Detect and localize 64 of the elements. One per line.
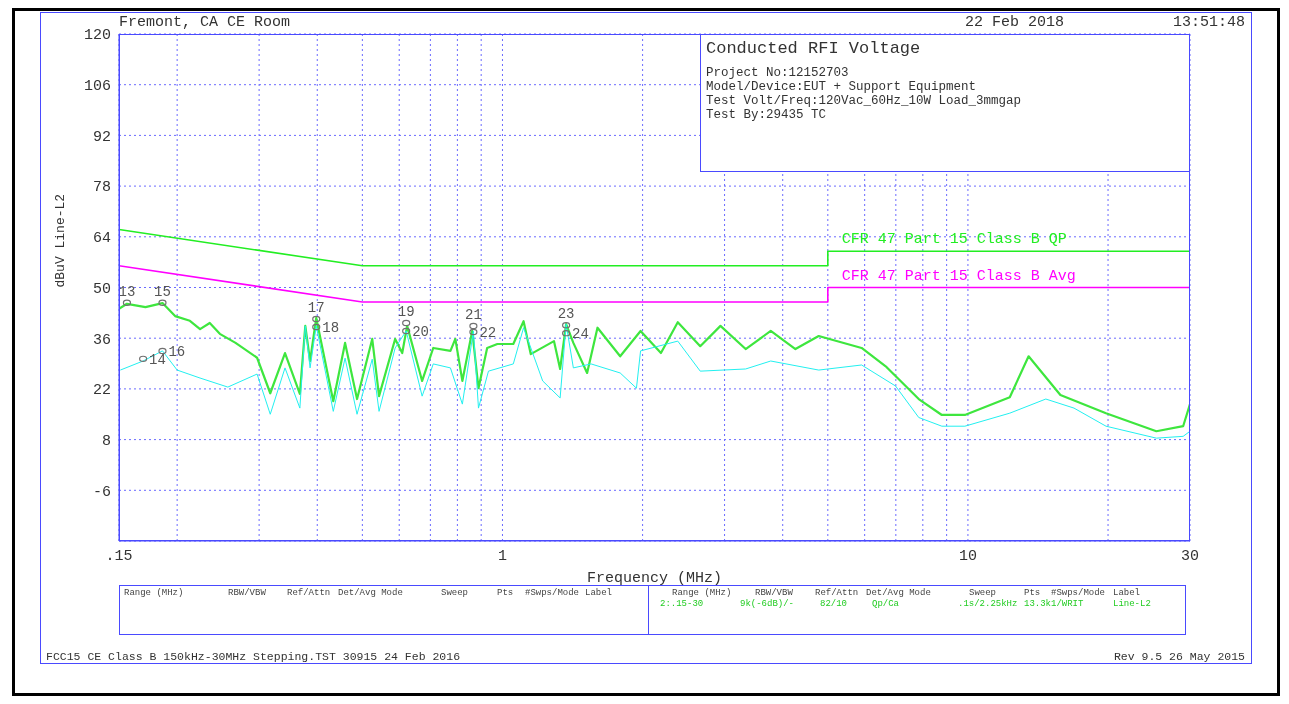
annotation: 19 (397, 303, 415, 320)
annotation: Model/Device:EUT + Support Equipment (706, 80, 978, 94)
text: FCC15 CE Class B 150kHz-30MHz Stepping.TST 30915 24 Feb 2016 (46, 650, 461, 663)
text: #Swps/Mode (1051, 588, 1106, 598)
text: Qp/Ca (872, 599, 900, 609)
y-tick-label: 92 (92, 128, 111, 146)
text: 82/10 (820, 599, 848, 609)
text: Det/Avg Mode (338, 588, 403, 598)
annotation: 24 (572, 326, 589, 343)
y-tick-label: -6 (92, 483, 111, 501)
annotation: 16 (168, 343, 186, 360)
x-tick-label: 30 (1180, 547, 1200, 565)
text: 2:.15-30 (660, 599, 704, 609)
y-tick-label: 36 (92, 331, 111, 349)
text: Label (585, 588, 613, 598)
annotation: 17 (307, 300, 325, 317)
text: Sweep (441, 588, 469, 598)
text: Fremont, CA CE Room (119, 14, 291, 31)
text: Rev 9.5 26 May 2015 (1113, 650, 1245, 663)
annotation: 23 (557, 306, 575, 323)
annotation: 22 (479, 325, 497, 342)
y-tick-label: 64 (92, 230, 111, 248)
series-label: CFR 47 Part 15 Class B QP (841, 231, 1067, 249)
y-tick-label: 8 (101, 432, 111, 450)
text: RBW/VBW (755, 588, 793, 598)
annotation: 15 (154, 283, 171, 300)
annotation: 18 (322, 319, 340, 336)
series-label: CFR 47 Part 15 Class B Avg (841, 267, 1076, 285)
y-tick-label: 120 (83, 27, 111, 45)
annotation: 21 (464, 306, 482, 323)
annotation: Project No:12152703 (706, 66, 850, 80)
chart-title: Conducted RFI Voltage (706, 39, 922, 58)
y-tick-label: 50 (92, 280, 111, 298)
text: Pts (1024, 588, 1041, 598)
annotation: Test Volt/Freq:120Vac_60Hz_10W Load_3mmgap (706, 94, 1023, 108)
x-tick-label: .15 (105, 547, 133, 565)
text: Line-L2 (1113, 599, 1151, 609)
text: .1s/2.25kHz (958, 599, 1018, 609)
text: 22 Feb 2018 (965, 14, 1065, 31)
text: Pts (497, 588, 514, 598)
text: #Swps/Mode (525, 588, 580, 598)
annotation: 14 (149, 351, 166, 368)
y-tick-label: 106 (83, 78, 111, 96)
text: 1/WRIT (1051, 599, 1084, 609)
y-tick-label: 22 (92, 382, 111, 400)
text: 13:51:48 (1172, 14, 1245, 31)
x-tick-label: 10 (958, 547, 977, 565)
text: Det/Avg Mode (866, 588, 931, 598)
y-tick-label: 78 (92, 179, 111, 197)
text: Ref/Attn (815, 588, 859, 598)
text: Ref/Attn (287, 588, 331, 598)
x-axis-title: Frequency (MHz) (586, 570, 723, 587)
text: 9k(-6dB)/- (740, 599, 795, 609)
annotation: Test By:29435 TC (706, 108, 828, 122)
text: RBW/VBW (228, 588, 266, 598)
annotation: 13 (118, 283, 136, 300)
x-tick-label: 1 (497, 547, 507, 565)
text: Sweep (969, 588, 997, 598)
text: Label (1113, 588, 1141, 598)
text: Range (MHz) (672, 588, 732, 598)
y-axis-title: dBuV Line-L2 (52, 193, 68, 288)
text: 13.3k (1024, 599, 1052, 609)
annotation: 20 (412, 323, 429, 340)
text: Range (MHz) (124, 588, 184, 598)
